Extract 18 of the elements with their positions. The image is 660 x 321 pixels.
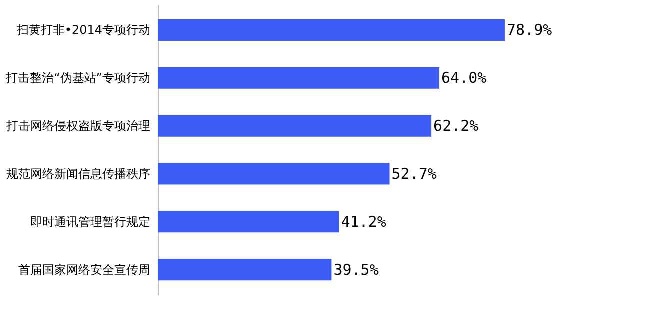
bar — [158, 67, 440, 89]
y-tick-label: 即时通讯管理暂行规定 — [30, 214, 150, 229]
y-tick-label: 扫黄打非•2014专项行动 — [16, 23, 150, 38]
y-tick-label: 打击整治“伪基站”专项行动 — [5, 71, 150, 86]
data-label: 64.0% — [441, 69, 487, 88]
y-tick-label: 打击网络侵权盗版专项治理 — [6, 119, 150, 134]
data-label: 62.2% — [434, 117, 479, 136]
y-tick-label: 首届国家网络安全宣传周 — [18, 262, 150, 277]
y-tick-label: 规范网络新闻信息传播秩序 — [6, 166, 150, 181]
data-label: 78.9% — [507, 21, 552, 40]
data-label: 41.2% — [341, 212, 386, 231]
bar — [158, 19, 505, 41]
data-label: 39.5% — [334, 260, 379, 279]
bar — [158, 115, 432, 137]
bar — [158, 163, 390, 185]
bar — [158, 259, 332, 281]
bar — [158, 211, 340, 233]
data-label: 52.7% — [392, 164, 437, 183]
